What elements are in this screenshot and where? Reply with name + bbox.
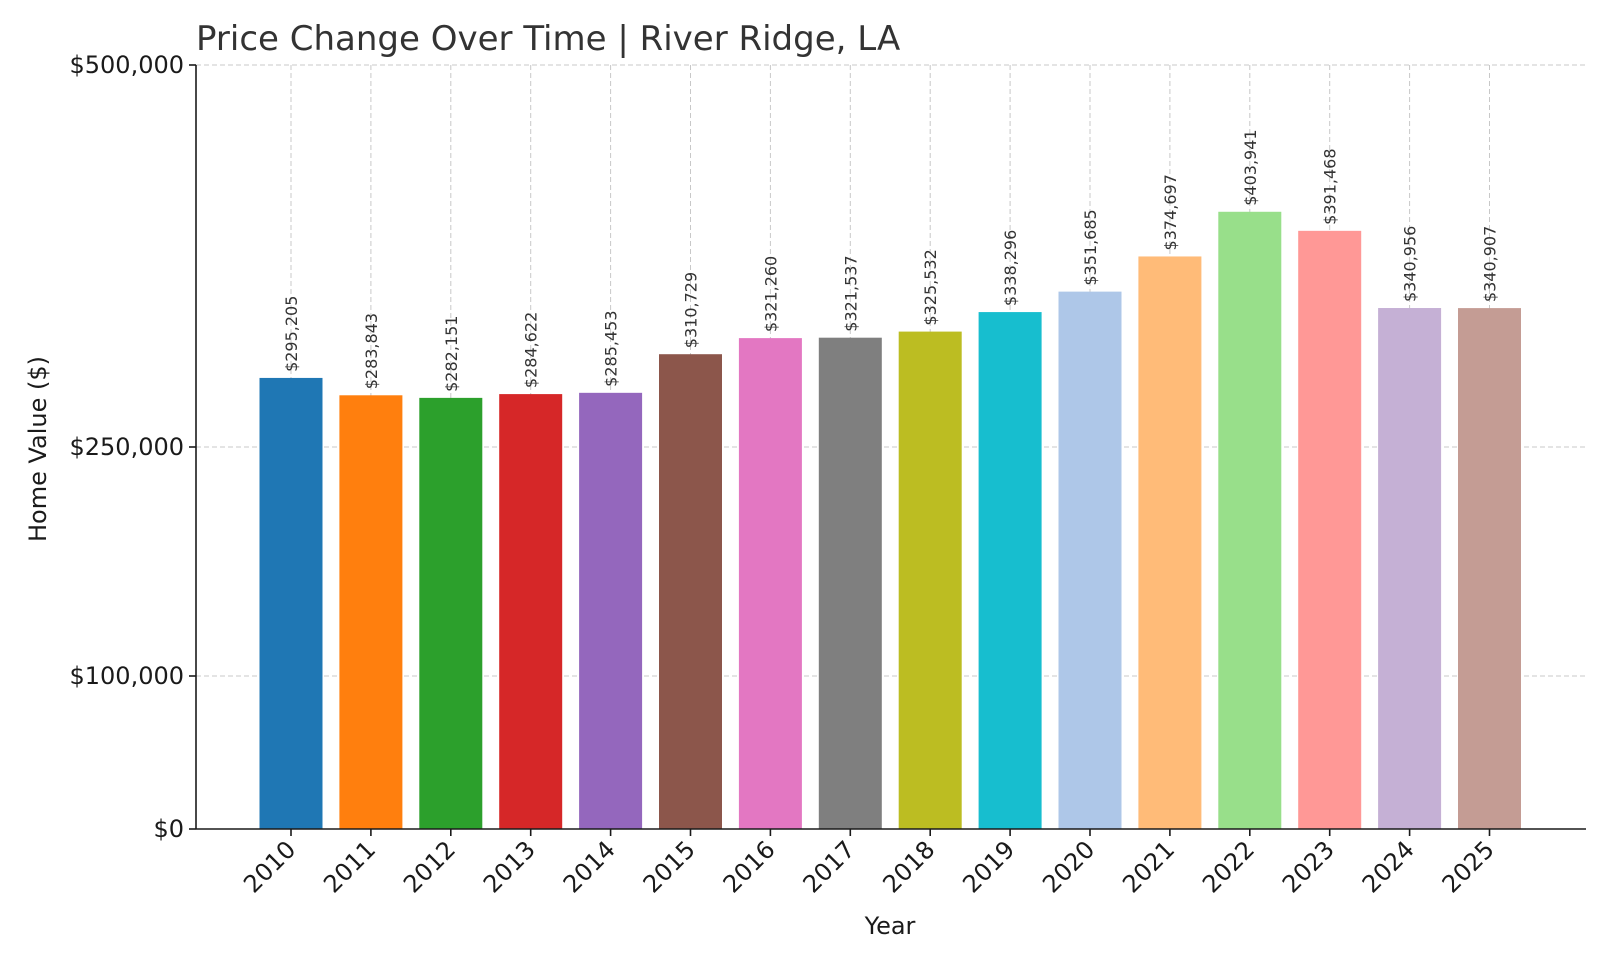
bar-2012 [419, 397, 483, 829]
data-label-2011: $283,843 [362, 313, 381, 389]
y-tick-label: $500,000 [69, 51, 184, 79]
data-label-2014: $285,453 [602, 310, 621, 386]
bar-2010 [259, 377, 323, 829]
data-label-2023: $391,468 [1321, 148, 1340, 224]
y-tick-label: $0 [153, 815, 184, 843]
bar-2013 [499, 394, 563, 829]
bar-2011 [339, 395, 403, 829]
data-label-2018: $325,532 [921, 249, 940, 325]
data-label-2013: $284,622 [522, 312, 541, 388]
bar-2017 [818, 337, 882, 829]
data-label-2019: $338,296 [1001, 230, 1020, 306]
labels-layer: $295,205 $283,843 $282,151 $284,622 $285,453… [282, 129, 1500, 391]
bar-2022 [1218, 211, 1282, 830]
bar-2023 [1298, 230, 1362, 829]
data-label-2021: $374,697 [1161, 174, 1180, 250]
bar-2015 [659, 354, 722, 829]
data-label-2015: $310,729 [682, 272, 701, 348]
data-label-2010: $295,205 [282, 296, 301, 372]
bar-2024 [1378, 308, 1442, 829]
y-tick-label: $250,000 [69, 433, 184, 461]
data-label-2017: $321,537 [841, 255, 860, 331]
y-axis-label: Home Value ($) [24, 356, 52, 542]
bar-2020 [1058, 291, 1122, 829]
data-label-2025: $340,907 [1481, 226, 1500, 302]
bar-2019 [978, 312, 1042, 829]
bar-2018 [898, 331, 962, 829]
bar-2021 [1138, 256, 1202, 829]
data-label-2024: $340,956 [1401, 226, 1420, 302]
chart-title: Price Change Over Time | River Ridge, LA [196, 19, 900, 59]
data-label-2020: $351,685 [1081, 209, 1100, 285]
data-label-2012: $282,151 [442, 316, 461, 392]
data-label-2022: $403,941 [1241, 129, 1260, 205]
bar-2025 [1458, 308, 1521, 829]
bar-2014 [579, 392, 643, 829]
data-label-2016: $321,260 [761, 256, 780, 332]
y-tick-label: $100,000 [69, 662, 184, 690]
bar-2016 [738, 338, 802, 829]
bars-layer [259, 211, 1521, 830]
x-axis-label: Year [864, 912, 916, 940]
